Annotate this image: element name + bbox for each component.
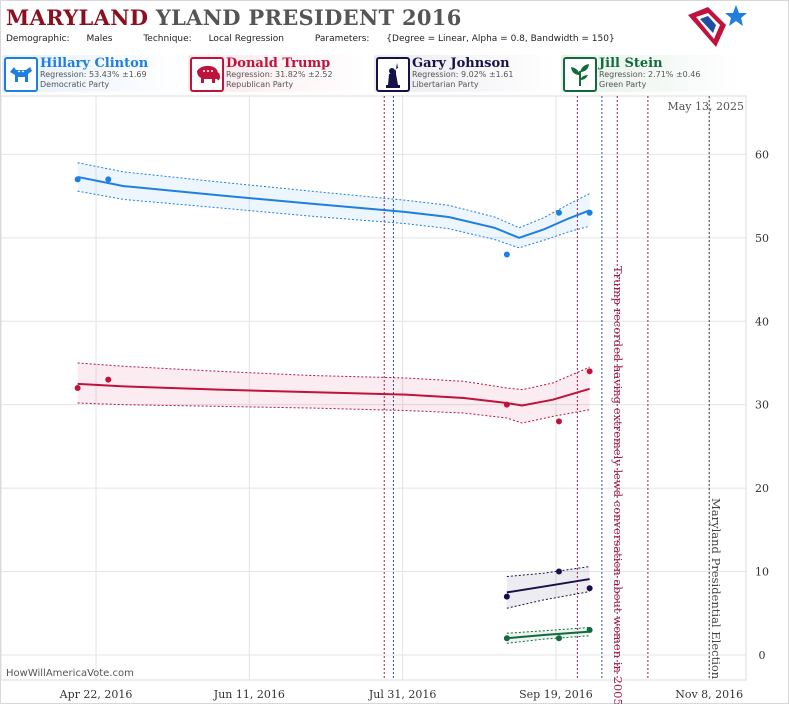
candidate-card-clinton: Hillary Clinton Regression: 53.43% ±1.69…: [2, 55, 183, 92]
y-tick-label: 50: [755, 232, 769, 245]
poll-point: [586, 209, 593, 216]
technique-label: Technique:: [143, 34, 192, 44]
band-lower-line: [506, 635, 590, 644]
trend-line: [506, 578, 590, 594]
plant-icon: [563, 57, 597, 92]
poll-point: [555, 635, 562, 642]
poll-point: [74, 385, 81, 391]
parameters-label: Parameters:: [314, 34, 370, 44]
trend-line: [506, 630, 590, 640]
x-tick-label: Apr 22, 2016: [59, 688, 133, 701]
candidate-card-stein: Jill Stein Regression: 2.71% ±0.46 Green…: [561, 55, 742, 92]
title-race: YLAND PRESIDENT 2016: [155, 5, 462, 30]
poll-point: [503, 401, 510, 408]
poll-point: [555, 568, 562, 575]
band-upper-line: [77, 162, 590, 229]
page-title: MARYLAND YLAND PRESIDENT 2016: [6, 5, 462, 30]
poll-point: [74, 176, 81, 183]
poll-point: [503, 635, 510, 642]
plot-area: [0, 95, 747, 681]
candidate-party: Republican Party: [226, 80, 294, 89]
event-annotation: Maryland Presidential Election: [709, 498, 723, 680]
candidate-party: Libertarian Party: [412, 80, 479, 89]
poll-point: [586, 368, 593, 375]
parameters-line: Demographic: Males Technique: Local Regr…: [6, 34, 643, 44]
candidate-name: Gary Johnson: [412, 56, 510, 71]
candidate-card-johnson: Gary Johnson Regression: 9.02% ±1.61 Lib…: [374, 55, 555, 92]
poll-point: [586, 585, 593, 592]
confidence-band: [506, 566, 590, 609]
x-tick-label: Jul 31, 2016: [368, 688, 437, 701]
y-tick-label: 30: [755, 399, 769, 412]
donkey-icon: [4, 57, 38, 92]
liberty-statue-icon: [376, 57, 410, 92]
parameters-value: {Degree = Linear, Alpha = 0.8, Bandwidth…: [386, 34, 615, 44]
band-lower-line: [77, 190, 590, 249]
technique-value: Local Regression: [208, 34, 284, 44]
date-stamp: May 13, 2025: [667, 100, 744, 113]
candidate-name: Hillary Clinton: [40, 56, 149, 71]
candidate-party: Green Party: [599, 80, 647, 89]
poll-point: [503, 593, 510, 600]
candidate-card-trump: Donald Trump Regression: 31.82% ±2.52 Re…: [188, 55, 369, 92]
candidate-party: Democratic Party: [40, 80, 110, 89]
site-logo-icon: [688, 5, 747, 47]
poll-point: [105, 376, 112, 383]
event-annotation: Trump recorded having extremely lewd con…: [611, 266, 625, 704]
demographic-label: Demographic:: [6, 34, 70, 44]
demographic-value: Males: [86, 34, 113, 44]
poll-point: [586, 626, 593, 633]
watermark: HowWillAmericaVote.com: [6, 668, 134, 679]
band-upper-line: [506, 566, 590, 578]
candidate-regression: Regression: 9.02% ±1.61: [412, 70, 514, 79]
candidate-regression: Regression: 2.71% ±0.46: [599, 70, 701, 79]
band-upper-line: [506, 626, 590, 634]
band-lower-line: [506, 591, 590, 609]
title-state: MARYLAND: [6, 5, 149, 30]
y-tick-label: 40: [755, 315, 769, 328]
poll-point: [555, 209, 562, 216]
x-tick-label: Nov 8, 2016: [675, 688, 743, 701]
poll-point: [503, 251, 510, 258]
x-tick-label: Sep 19, 2016: [519, 688, 593, 701]
elephant-icon: [190, 57, 224, 92]
candidate-name: Jill Stein: [599, 56, 663, 71]
x-tick-label: Jun 11, 2016: [213, 688, 285, 701]
y-tick-label: 60: [755, 148, 769, 161]
band-upper-line: [77, 362, 590, 391]
poll-point: [555, 418, 562, 425]
y-tick-label: 10: [755, 566, 769, 579]
y-tick-label: 20: [755, 482, 769, 495]
candidate-regression: Regression: 31.82% ±2.52: [226, 70, 333, 79]
trend-line: [77, 175, 591, 239]
poll-point: [105, 176, 112, 183]
candidate-regression: Regression: 53.43% ±1.69: [40, 70, 147, 79]
y-tick-label: 0: [759, 649, 766, 662]
trend-line: [77, 382, 590, 407]
band-lower-line: [77, 402, 590, 424]
candidate-name: Donald Trump: [226, 56, 331, 71]
